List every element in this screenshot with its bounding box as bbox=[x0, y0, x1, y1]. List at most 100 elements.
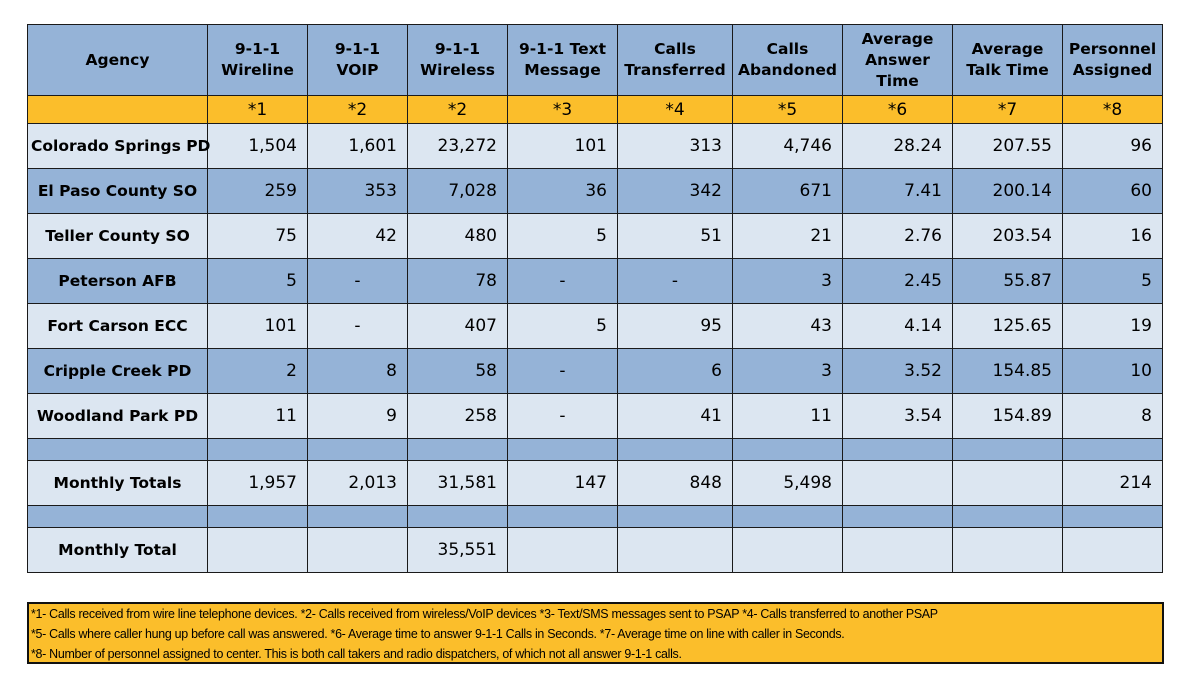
value-cell: 78 bbox=[407, 258, 508, 304]
agency-cell: El Paso County SO bbox=[27, 168, 208, 214]
value-cell: 671 bbox=[732, 168, 843, 214]
table-row: Woodland Park PD 11 9 258-41 11 3.54 154.89 8 bbox=[27, 393, 1163, 439]
value-cell bbox=[617, 505, 733, 528]
value-cell bbox=[307, 505, 408, 528]
value-cell: 1,601 bbox=[307, 123, 408, 169]
value-cell bbox=[952, 505, 1063, 528]
value-cell: 154.85 bbox=[952, 348, 1063, 394]
column-header: 9-1-1 Wireline bbox=[207, 24, 308, 96]
value-cell: 848 bbox=[617, 460, 733, 506]
value-cell: - bbox=[507, 393, 618, 439]
value-cell: 214 bbox=[1062, 460, 1163, 506]
value-cell: 101 bbox=[207, 303, 308, 349]
value-cell: 36 bbox=[507, 168, 618, 214]
value-cell: 3.52 bbox=[842, 348, 953, 394]
value-cell bbox=[842, 527, 953, 573]
value-cell: 96 bbox=[1062, 123, 1163, 169]
value-cell: 23,272 bbox=[407, 123, 508, 169]
value-cell: 16 bbox=[1062, 213, 1163, 259]
value-cell: - bbox=[307, 303, 408, 349]
value-cell: *6 bbox=[842, 95, 953, 124]
value-cell: 43 bbox=[732, 303, 843, 349]
value-cell: 58 bbox=[407, 348, 508, 394]
value-cell: *2 bbox=[407, 95, 508, 124]
value-cell: 19 bbox=[1062, 303, 1163, 349]
agency-cell: Colorado Springs PD bbox=[27, 123, 210, 169]
value-cell bbox=[207, 527, 308, 573]
value-cell: - bbox=[307, 258, 408, 304]
agency-cell bbox=[27, 505, 208, 528]
value-cell: 353 bbox=[307, 168, 408, 214]
value-cell: 42 bbox=[307, 213, 408, 259]
spacer-row bbox=[27, 438, 1163, 461]
table-row: Peterson AFB 5-78- -3 2.45 55.87 5 bbox=[27, 258, 1163, 304]
value-cell: *4 bbox=[617, 95, 733, 124]
agency-stats-table: Agency 9-1-1 Wireline 9-1-1 VOIP 9-1-1 Wire… bbox=[27, 24, 1163, 573]
column-header: Calls Abandoned bbox=[732, 24, 843, 96]
value-cell bbox=[1062, 438, 1163, 461]
value-cell: 342 bbox=[617, 168, 733, 214]
value-cell bbox=[507, 527, 618, 573]
value-cell bbox=[952, 438, 1063, 461]
value-cell bbox=[617, 527, 733, 573]
value-cell: 2 bbox=[207, 348, 308, 394]
footnote-reference-row: *1 *2 *2 *3 *4 *5 *6 *7 *8 bbox=[27, 95, 1163, 124]
value-cell: *5 bbox=[732, 95, 843, 124]
agency-cell: Peterson AFB bbox=[27, 258, 208, 304]
value-cell: 3 bbox=[732, 258, 843, 304]
value-cell bbox=[207, 505, 308, 528]
value-cell: 4.14 bbox=[842, 303, 953, 349]
value-cell: 5 bbox=[507, 303, 618, 349]
value-cell: 2,013 bbox=[307, 460, 408, 506]
column-header: Personnel Assigned bbox=[1062, 24, 1163, 96]
value-cell: 8 bbox=[307, 348, 408, 394]
value-cell bbox=[732, 438, 843, 461]
value-cell: 6 bbox=[617, 348, 733, 394]
value-cell: 35,551 bbox=[407, 527, 508, 573]
agency-cell: Fort Carson ECC bbox=[27, 303, 208, 349]
value-cell: 2.45 bbox=[842, 258, 953, 304]
footnote-line: *8- Number of personnel assigned to cent… bbox=[31, 647, 682, 661]
value-cell: 125.65 bbox=[952, 303, 1063, 349]
value-cell bbox=[842, 438, 953, 461]
value-cell: 60 bbox=[1062, 168, 1163, 214]
value-cell: 480 bbox=[407, 213, 508, 259]
value-cell: *3 bbox=[507, 95, 618, 124]
column-header: 9-1-1 VOIP bbox=[307, 24, 408, 96]
column-header: Average Answer Time bbox=[842, 24, 953, 96]
value-cell bbox=[732, 527, 843, 573]
footnotes-box: *1- Calls received from wire line teleph… bbox=[27, 602, 1164, 664]
footnote-line: *5- Calls where caller hung up before ca… bbox=[31, 627, 845, 641]
monthly-total-row: Monthly Total 35,551 bbox=[27, 527, 1163, 573]
value-cell: 147 bbox=[507, 460, 618, 506]
value-cell bbox=[207, 438, 308, 461]
agency-cell bbox=[27, 95, 208, 124]
column-header: Calls Transferred bbox=[617, 24, 733, 96]
value-cell: 51 bbox=[617, 213, 733, 259]
value-cell: *8 bbox=[1062, 95, 1163, 124]
value-cell bbox=[1062, 527, 1163, 573]
value-cell bbox=[617, 438, 733, 461]
value-cell: - bbox=[507, 348, 618, 394]
value-cell: 10 bbox=[1062, 348, 1163, 394]
agency-cell: Woodland Park PD bbox=[27, 393, 208, 439]
value-cell: 207.55 bbox=[952, 123, 1063, 169]
agency-cell: Monthly Total bbox=[27, 527, 208, 573]
value-cell: 259 bbox=[207, 168, 308, 214]
value-cell: 8 bbox=[1062, 393, 1163, 439]
value-cell: 4,746 bbox=[732, 123, 843, 169]
value-cell: 200.14 bbox=[952, 168, 1063, 214]
agency-cell: Monthly Totals bbox=[27, 460, 208, 506]
table-row: Teller County SO 75 42 480 5 51 21 2.76 203.54 16 bbox=[27, 213, 1163, 259]
value-cell: 9 bbox=[307, 393, 408, 439]
value-cell: 5 bbox=[507, 213, 618, 259]
value-cell: 7,028 bbox=[407, 168, 508, 214]
value-cell bbox=[732, 505, 843, 528]
value-cell: 7.41 bbox=[842, 168, 953, 214]
column-header-agency: Agency bbox=[27, 24, 208, 96]
value-cell: 95 bbox=[617, 303, 733, 349]
value-cell: 313 bbox=[617, 123, 733, 169]
value-cell: - bbox=[617, 258, 733, 304]
value-cell: 3.54 bbox=[842, 393, 953, 439]
value-cell bbox=[507, 505, 618, 528]
